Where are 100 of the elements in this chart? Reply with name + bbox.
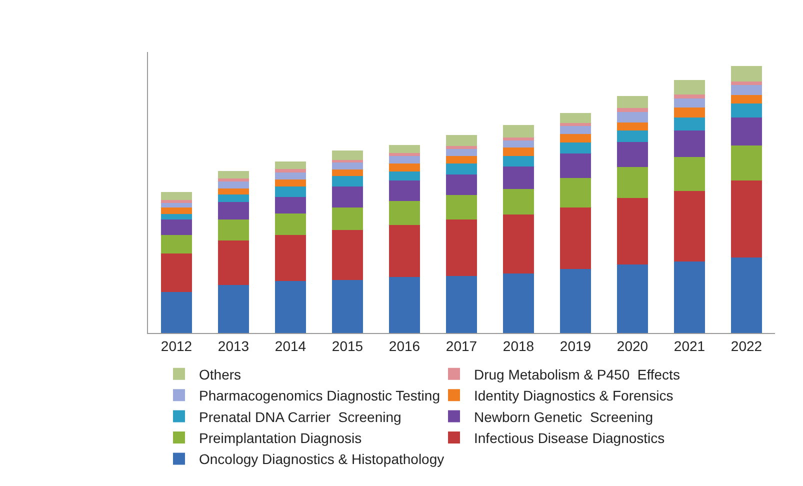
x-tick-label: 2015 bbox=[332, 338, 364, 354]
bar bbox=[502, 148, 534, 156]
bar bbox=[218, 194, 250, 202]
bar bbox=[218, 178, 250, 182]
bar bbox=[560, 178, 592, 208]
x-tick-label: 2014 bbox=[274, 338, 306, 354]
bar bbox=[560, 208, 592, 270]
bar bbox=[674, 108, 706, 118]
bar bbox=[730, 104, 762, 118]
bar bbox=[730, 81, 762, 85]
bar bbox=[218, 182, 250, 188]
bar bbox=[388, 200, 420, 226]
x-tick-label: 2016 bbox=[388, 338, 420, 354]
bar bbox=[274, 172, 306, 180]
legend-label: Preimplantation Diagnosis bbox=[199, 430, 362, 446]
bar bbox=[274, 280, 306, 333]
bar bbox=[274, 186, 306, 198]
legend-label: Pharmacogenomics Diagnostic Testing bbox=[199, 388, 440, 404]
legend-label: Oncology Diagnostics & Histopathology bbox=[199, 451, 444, 468]
bar bbox=[560, 113, 592, 124]
bar bbox=[674, 118, 706, 130]
x-tick-label: 2021 bbox=[674, 338, 706, 354]
bar bbox=[332, 169, 364, 176]
bar bbox=[446, 276, 478, 333]
bar bbox=[560, 123, 592, 126]
bar bbox=[674, 98, 706, 108]
bar bbox=[674, 130, 706, 158]
bar bbox=[502, 214, 534, 274]
bar bbox=[502, 273, 534, 333]
bar bbox=[274, 214, 306, 236]
bar bbox=[616, 198, 648, 264]
legend-label: Prenatal DNA Carrier Screening bbox=[199, 408, 402, 425]
bar bbox=[502, 124, 534, 138]
bar bbox=[332, 162, 364, 170]
bar bbox=[388, 172, 420, 180]
bar bbox=[218, 170, 250, 179]
bar bbox=[218, 285, 250, 333]
bar bbox=[160, 192, 192, 200]
bar bbox=[332, 186, 364, 208]
bar bbox=[446, 156, 478, 164]
x-tick-label: 2012 bbox=[160, 338, 192, 354]
bar bbox=[730, 258, 762, 333]
bar bbox=[502, 140, 534, 148]
bar bbox=[218, 220, 250, 240]
bar bbox=[332, 176, 364, 187]
bar bbox=[446, 148, 478, 156]
bar bbox=[560, 142, 592, 154]
bar bbox=[332, 230, 364, 280]
bar bbox=[730, 117, 762, 146]
bar bbox=[674, 190, 706, 262]
bar bbox=[446, 220, 478, 276]
x-tick-label: 2019 bbox=[560, 338, 592, 354]
bar bbox=[160, 292, 192, 333]
bar bbox=[674, 157, 706, 191]
bar bbox=[160, 208, 192, 214]
bar bbox=[560, 134, 592, 142]
bar bbox=[616, 130, 648, 142]
bar bbox=[274, 235, 306, 281]
bar bbox=[218, 202, 250, 220]
bar bbox=[674, 262, 706, 333]
bar bbox=[332, 150, 364, 160]
bar bbox=[332, 280, 364, 333]
bar bbox=[218, 240, 250, 286]
bar bbox=[160, 203, 192, 208]
bar bbox=[730, 95, 762, 104]
bar bbox=[388, 144, 420, 154]
bar bbox=[218, 188, 250, 194]
bar bbox=[616, 122, 648, 130]
x-tick-label: 2017 bbox=[446, 338, 478, 354]
bar bbox=[332, 208, 364, 230]
bar bbox=[446, 135, 478, 146]
bar bbox=[730, 66, 762, 82]
bar bbox=[388, 153, 420, 156]
x-tick-label: 2020 bbox=[616, 338, 648, 354]
bar bbox=[616, 112, 648, 122]
x-tick-label: 2013 bbox=[218, 338, 250, 354]
bar bbox=[160, 214, 192, 220]
bar bbox=[388, 163, 420, 172]
bar bbox=[388, 156, 420, 164]
bar bbox=[502, 156, 534, 167]
bar bbox=[446, 174, 478, 195]
x-tick-label: 2018 bbox=[502, 338, 534, 354]
legend-label: Drug Metabolism & P450 Effects bbox=[474, 366, 680, 382]
x-tick-label: 2022 bbox=[730, 338, 762, 354]
legend-label: Newborn Genetic Screening bbox=[474, 408, 653, 425]
bar bbox=[160, 219, 192, 236]
bar bbox=[274, 161, 306, 169]
legend-label: Identity Diagnostics & Forensics bbox=[474, 388, 674, 404]
bar bbox=[560, 126, 592, 134]
legend-label: Others bbox=[199, 366, 242, 382]
bar bbox=[560, 269, 592, 333]
bar bbox=[730, 85, 762, 96]
bar bbox=[160, 253, 192, 292]
bar bbox=[446, 146, 478, 149]
bar bbox=[502, 188, 534, 215]
bar bbox=[388, 277, 420, 333]
bar bbox=[446, 194, 478, 220]
bar bbox=[274, 168, 306, 173]
bar bbox=[502, 137, 534, 140]
bar bbox=[160, 200, 192, 203]
